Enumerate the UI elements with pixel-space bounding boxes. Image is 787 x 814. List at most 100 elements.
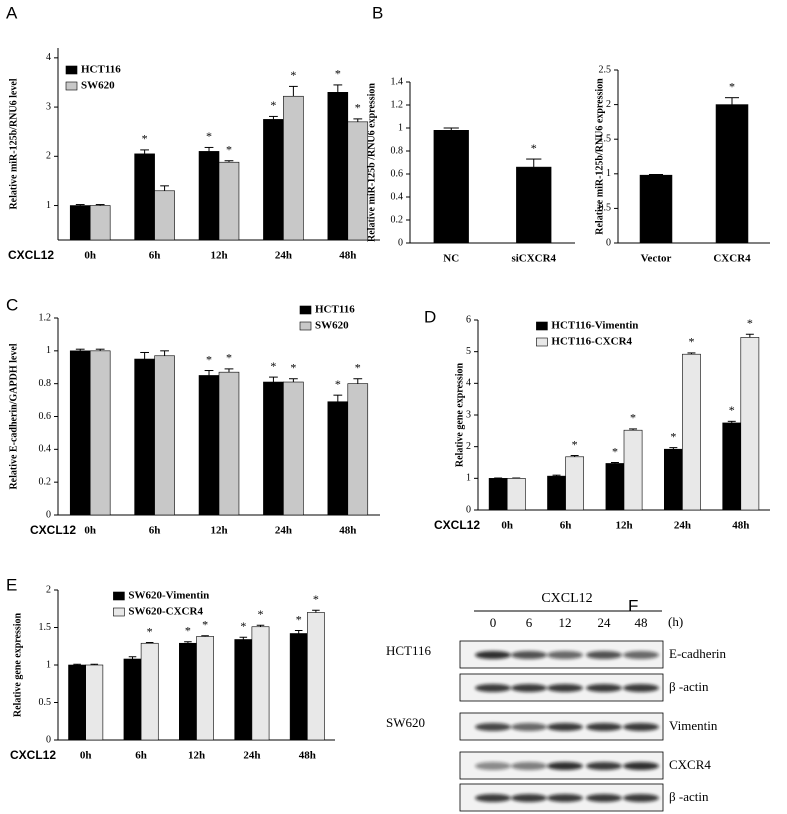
bar	[327, 92, 349, 241]
blot-band	[586, 684, 622, 692]
y-tick-label: 0	[46, 734, 51, 745]
bar	[327, 401, 349, 516]
lane-label: 12	[559, 615, 572, 630]
bar	[140, 642, 159, 741]
blot-band	[547, 762, 583, 770]
x-tick-label: 12h	[210, 525, 227, 537]
blot-band	[623, 794, 659, 802]
blot-band	[511, 651, 547, 659]
x-tick-label: 6h	[560, 520, 572, 532]
legend-swatch	[536, 321, 548, 331]
y-tick-label: 0	[606, 237, 611, 248]
cell-line-label: HCT116	[386, 643, 432, 658]
y-tick-label: 1	[466, 473, 471, 484]
x-tick-label: 24h	[243, 750, 260, 762]
significance-mark: *	[142, 132, 148, 146]
blot-band	[475, 651, 511, 659]
blot-band	[623, 762, 659, 770]
bar	[154, 190, 175, 241]
significance-mark: *	[270, 359, 276, 373]
x-tick-label: 0h	[84, 250, 96, 262]
blot-band	[547, 651, 583, 659]
legend-label: HCT116	[81, 64, 121, 76]
blot-band	[586, 651, 622, 659]
significance-mark: *	[670, 429, 676, 443]
bar	[263, 119, 284, 241]
bar	[69, 350, 91, 516]
bar	[347, 121, 369, 241]
y-tick-label: 1	[606, 168, 611, 179]
y-tick-label: 1	[46, 200, 51, 211]
legend-swatch	[65, 65, 78, 75]
x-tick-label: CXCR4	[713, 253, 751, 265]
protein-label: Vimentin	[669, 718, 718, 733]
blot-band	[475, 723, 511, 731]
significance-mark: *	[240, 619, 246, 633]
x-tick-label: 0h	[80, 750, 92, 762]
y-tick-label: 2	[606, 99, 611, 110]
x-tick-label: Vector	[641, 253, 672, 265]
significance-mark: *	[226, 351, 232, 365]
bar	[89, 205, 111, 241]
panel-letter: B	[372, 3, 383, 22]
significance-mark: *	[313, 592, 319, 606]
x-axis-label: CXCL12	[10, 748, 56, 762]
x-tick-label: 6h	[135, 750, 147, 762]
blot-band	[547, 684, 583, 692]
legend-label: HCT116-Vimentin	[551, 320, 638, 332]
blot-band	[586, 762, 622, 770]
bar	[283, 381, 304, 516]
legend-swatch	[113, 607, 125, 617]
y-tick-label: 0	[466, 504, 471, 515]
y-tick-label: 1.4	[391, 76, 404, 87]
bar	[740, 337, 760, 511]
significance-mark: *	[202, 618, 208, 632]
bar	[198, 151, 220, 241]
blot-band	[475, 794, 511, 802]
lane-label: 24	[598, 615, 612, 630]
bar	[89, 350, 111, 516]
y-tick-label: 1.2	[39, 312, 52, 323]
significance-mark: *	[206, 352, 212, 366]
significance-mark: *	[335, 67, 341, 81]
bar	[85, 664, 104, 741]
bar	[488, 478, 508, 511]
lane-label: 0	[490, 615, 497, 630]
blot-band	[623, 723, 659, 731]
y-axis-label: Relative E-cadherin/GAPDH level	[8, 343, 19, 489]
bar	[251, 626, 270, 741]
x-tick-label: 12h	[188, 750, 205, 762]
x-tick-label: 6h	[149, 525, 161, 537]
bar	[234, 639, 253, 741]
bar	[722, 422, 742, 511]
bar	[433, 130, 469, 244]
protein-label: β -actin	[669, 789, 709, 804]
panel-letter: F	[628, 596, 638, 615]
panel-letter: A	[6, 3, 18, 22]
protein-label: CXCR4	[669, 757, 711, 772]
y-tick-label: 0.8	[39, 378, 52, 389]
bar	[283, 95, 304, 241]
panel-letter: D	[424, 307, 436, 326]
legend-swatch	[65, 81, 78, 91]
x-tick-label: 24h	[674, 520, 691, 532]
y-tick-label: 0.6	[39, 411, 52, 422]
panel-letter: C	[6, 295, 18, 314]
bar	[306, 612, 325, 741]
legend-label: HCT116	[315, 304, 355, 316]
significance-mark: *	[290, 68, 296, 82]
blot-band	[475, 762, 511, 770]
x-axis-label: CXCL12	[30, 523, 76, 537]
significance-mark: *	[747, 316, 753, 330]
blot-band	[511, 684, 547, 692]
significance-mark: *	[355, 101, 361, 115]
x-tick-label: 6h	[149, 250, 161, 262]
significance-mark: *	[257, 607, 263, 621]
bar	[134, 358, 155, 516]
blot-band	[511, 762, 547, 770]
significance-mark: *	[630, 411, 636, 425]
legend-label: SW620	[81, 80, 115, 92]
blot-band	[511, 723, 547, 731]
bar	[218, 371, 240, 516]
